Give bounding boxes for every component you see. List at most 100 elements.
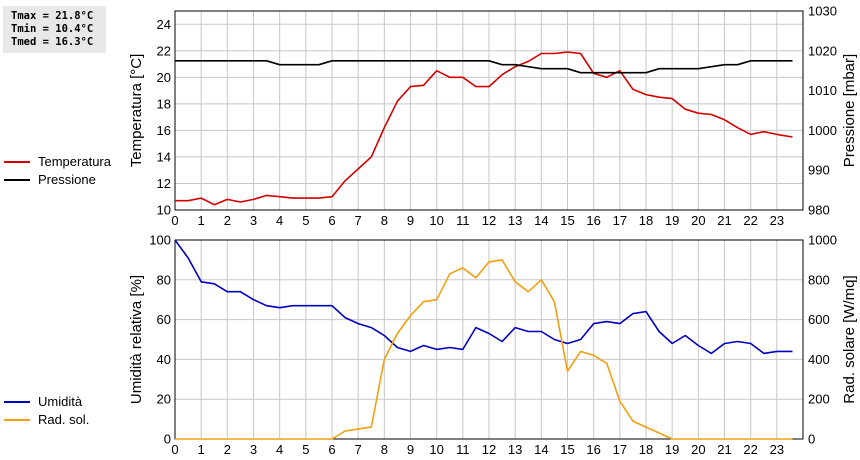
top-x-tick-label: 14 <box>534 213 548 228</box>
bottom-x-tick-label: 20 <box>691 442 705 457</box>
bottom-y2-tick-label: 800 <box>808 272 830 287</box>
bottom-x-tick-label: 2 <box>224 442 231 457</box>
top-x-tick-label: 3 <box>250 213 257 228</box>
bottom-y2-axis-title: Rad. solare [W/mq] <box>841 275 858 403</box>
bottom-x-tick-label: 14 <box>534 442 548 457</box>
tmin-value: Tmin = 10.4°C <box>11 23 94 35</box>
top-chart-legend: Temperatura Pressione <box>4 153 134 189</box>
top-x-tick-label: 13 <box>508 213 522 228</box>
legend-swatch-humidity <box>4 401 30 403</box>
top-y2-axis-title: Pressione [mbar] <box>841 54 858 167</box>
bottom-y2-tick-label: 200 <box>808 392 830 407</box>
top-x-tick-label: 17 <box>613 213 627 228</box>
series-line-pressione <box>175 59 793 74</box>
bottom-x-tick-label: 19 <box>665 442 679 457</box>
series-line-umidit <box>174 239 793 355</box>
top-y2-tick-label: 1020 <box>808 43 837 58</box>
tmed-value: Tmed = 16.3°C <box>11 36 94 48</box>
humidity-radiation-chart: 0 1 2 3 4 5 6 7 8 9 10 11 12 13 14 15 16 17 18 19 20 21 22 2302… <box>128 233 858 458</box>
bottom-y-tick-label: 80 <box>157 272 171 287</box>
series-line-rad-sol <box>175 259 793 440</box>
bottom-x-tick-label: 0 <box>171 442 178 457</box>
temperature-pressure-chart: 0 1 2 3 4 5 6 7 8 9 10 11 12 13 14 15 16 17 18 19 20 21 22 2310… <box>128 4 858 229</box>
top-x-tick-label: 22 <box>743 213 757 228</box>
bottom-y-tick-label: 0 <box>164 432 171 447</box>
legend-swatch-pressure <box>4 179 30 181</box>
bottom-x-tick-label: 11 <box>456 442 470 457</box>
bottom-x-tick-label: 16 <box>586 442 600 457</box>
top-x-tick-label: 5 <box>302 213 309 228</box>
top-y-tick-label: 10 <box>157 203 171 218</box>
top-y-tick-label: 18 <box>157 96 171 111</box>
top-x-tick-label: 15 <box>560 213 574 228</box>
top-y2-tick-label: 1030 <box>808 4 837 19</box>
bottom-x-tick-label: 23 <box>770 442 784 457</box>
legend-item-temperature: Temperatura <box>4 153 134 171</box>
top-x-tick-label: 0 <box>171 213 178 228</box>
bottom-x-tick-label: 4 <box>276 442 283 457</box>
top-y-tick-label: 22 <box>157 43 171 58</box>
bottom-x-tick-label: 13 <box>508 442 522 457</box>
bottom-y-axis-title: Umidità relativa [%] <box>128 275 145 404</box>
bottom-y2-tick-label: 400 <box>808 352 830 367</box>
bottom-y-tick-label: 40 <box>157 352 171 367</box>
top-x-tick-label: 10 <box>429 213 443 228</box>
bottom-x-tick-label: 22 <box>743 442 757 457</box>
top-y-tick-label: 14 <box>157 149 171 164</box>
top-plot-frame <box>174 10 804 211</box>
legend-swatch-radiation <box>4 419 30 421</box>
bottom-x-tick-label: 21 <box>717 442 731 457</box>
bottom-x-tick-label: 18 <box>639 442 653 457</box>
top-x-tick-label: 1 <box>198 213 205 228</box>
top-y-tick-label: 16 <box>157 123 171 138</box>
top-x-tick-label: 7 <box>355 213 362 228</box>
bottom-chart-legend: Umidità Rad. sol. <box>4 393 134 429</box>
top-x-tick-label: 11 <box>456 213 470 228</box>
top-x-tick-label: 8 <box>381 213 388 228</box>
top-y2-tick-label: 980 <box>808 203 830 218</box>
bottom-y-tick-label: 100 <box>149 233 171 248</box>
top-y-tick-label: 20 <box>157 70 171 85</box>
top-y2-tick-label: 1000 <box>808 123 837 138</box>
bottom-x-tick-label: 1 <box>198 442 205 457</box>
top-y-tick-label: 24 <box>157 17 171 32</box>
bottom-x-tick-label: 7 <box>355 442 362 457</box>
top-x-tick-label: 12 <box>482 213 496 228</box>
top-y-axis-title: Temperatura [°C] <box>128 54 145 168</box>
top-x-tick-label: 23 <box>770 213 784 228</box>
tmax-value: Tmax = 21.8°C <box>11 10 94 22</box>
legend-label-humidity: Umidità <box>38 394 83 409</box>
top-x-tick-label: 16 <box>586 213 600 228</box>
top-y2-tick-label: 990 <box>808 163 830 178</box>
legend-item-pressure: Pressione <box>4 171 134 189</box>
bottom-y-tick-label: 60 <box>157 312 171 327</box>
top-x-tick-label: 18 <box>639 213 653 228</box>
bottom-x-tick-label: 17 <box>613 442 627 457</box>
temperature-summary-box: Tmax = 21.8°C Tmin = 10.4°C Tmed = 16.3°… <box>3 6 106 53</box>
bottom-x-tick-label: 5 <box>302 442 309 457</box>
legend-label-pressure: Pressione <box>38 172 96 187</box>
top-x-tick-label: 2 <box>224 213 231 228</box>
top-x-tick-label: 9 <box>407 213 414 228</box>
series-line-temperatura <box>175 51 793 206</box>
bottom-x-tick-label: 10 <box>429 442 443 457</box>
legend-item-radiation: Rad. sol. <box>4 411 134 429</box>
legend-item-humidity: Umidità <box>4 393 134 411</box>
legend-label-radiation: Rad. sol. <box>38 412 90 427</box>
bottom-x-tick-label: 6 <box>328 442 335 457</box>
bottom-plot-frame <box>174 239 804 440</box>
bottom-x-tick-label: 12 <box>482 442 496 457</box>
bottom-x-tick-label: 15 <box>560 442 574 457</box>
bottom-y2-tick-label: 600 <box>808 312 830 327</box>
bottom-y-tick-label: 20 <box>157 392 171 407</box>
top-y-tick-label: 12 <box>157 176 171 191</box>
top-x-tick-label: 21 <box>717 213 731 228</box>
bottom-x-tick-label: 8 <box>381 442 388 457</box>
top-y2-tick-label: 1010 <box>808 83 837 98</box>
top-x-tick-label: 19 <box>665 213 679 228</box>
bottom-x-tick-label: 3 <box>250 442 257 457</box>
bottom-y2-tick-label: 1000 <box>808 233 837 248</box>
bottom-x-tick-label: 9 <box>407 442 414 457</box>
top-x-tick-label: 20 <box>691 213 705 228</box>
top-x-tick-label: 6 <box>328 213 335 228</box>
